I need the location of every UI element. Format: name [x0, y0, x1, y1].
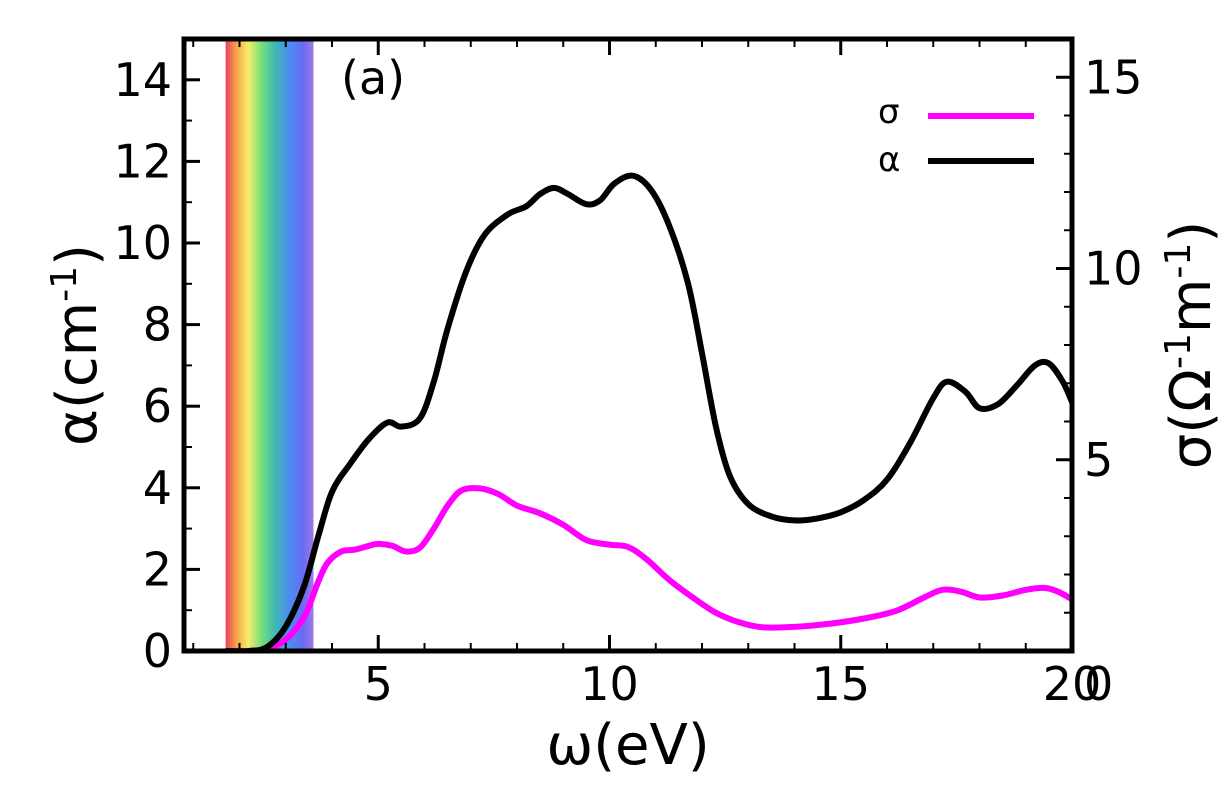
y-left-tick-label: 4 [143, 461, 172, 515]
plot-frame [181, 36, 1075, 654]
y-right-tick-label: 15 [1084, 50, 1143, 104]
y-left-tick-label: 2 [143, 542, 172, 596]
legend-label-alpha: α [878, 140, 900, 180]
y-left-tick-label: 14 [113, 53, 172, 107]
y-left-tick-label: 6 [143, 379, 172, 433]
x-tick-label: 10 [580, 657, 639, 711]
x-tick-label: 15 [811, 657, 870, 711]
panel-label: (a) [341, 51, 405, 105]
legend: σ α [878, 92, 1034, 180]
x-origin-label: 0 [1084, 657, 1113, 711]
series-line-alpha [225, 172, 1072, 651]
y-left-tick-label: 10 [113, 216, 172, 270]
y-right-tick-label: 10 [1084, 242, 1143, 296]
y-left-tick-label: 8 [143, 298, 172, 352]
y-right-axis-label: σ(Ω-1m-1) [1158, 221, 1224, 469]
y-left-tick-label: 12 [113, 134, 172, 188]
legend-label-sigma: σ [878, 92, 900, 132]
visible-spectrum-band [225, 39, 314, 651]
y-right-tick-label: 5 [1084, 433, 1113, 487]
series-line-sigma [225, 485, 1072, 651]
x-tick-label: 5 [364, 657, 393, 711]
x-tick-label: 20 [1043, 657, 1102, 711]
x-axis-label: ω(eV) [546, 713, 709, 778]
y-left-axis-label: α(cm-1) [44, 244, 110, 446]
y-left-tick-label: 0 [143, 624, 172, 678]
